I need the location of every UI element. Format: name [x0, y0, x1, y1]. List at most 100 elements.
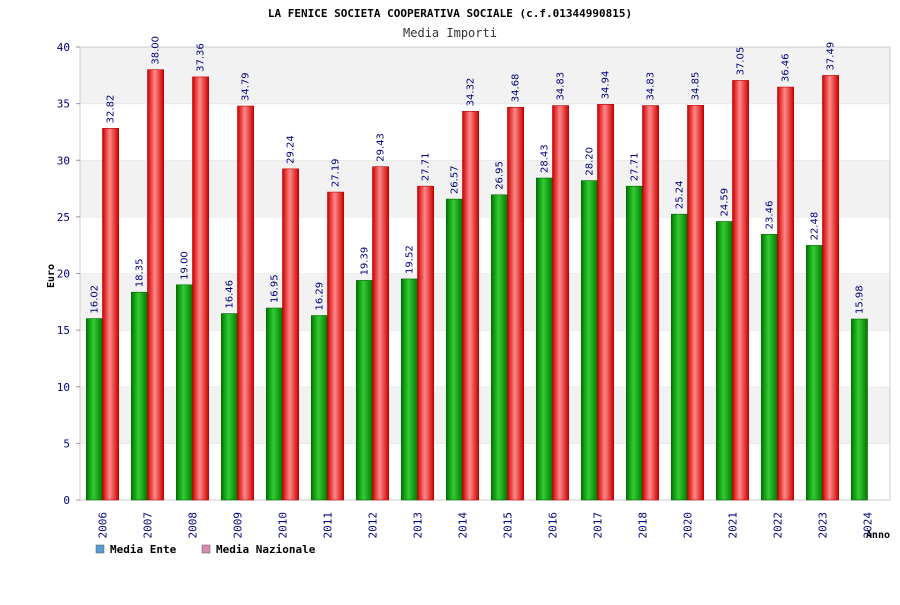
x-tick-label: 2006	[97, 512, 110, 539]
bar-data-label: 28.20	[584, 147, 595, 176]
bar-data-label: 37.49	[826, 42, 837, 71]
bar-data-label: 29.24	[286, 135, 297, 164]
bar-media-ente	[715, 221, 733, 501]
y-axis-label: Euro	[46, 264, 57, 288]
y-tick-label: 0	[63, 494, 70, 507]
legend: Media Ente Media Nazionale	[95, 543, 316, 556]
chart-subtitle: Media Importi	[403, 26, 497, 40]
grid-band	[80, 273, 890, 331]
grid-band	[80, 330, 890, 387]
bar-media-nazionale	[597, 104, 615, 501]
bar-data-label: 28.43	[539, 144, 550, 173]
x-tick-label: 2022	[772, 512, 785, 539]
bar-media-ente	[760, 234, 778, 501]
y-tick-label: 15	[57, 324, 70, 337]
bar-media-ente	[86, 318, 103, 501]
bar-data-label: 22.48	[809, 212, 820, 241]
x-tick-label: 2010	[277, 512, 290, 539]
bar-media-nazionale	[462, 111, 480, 501]
bar-data-label: 34.83	[556, 72, 567, 101]
x-tick-label: 2012	[367, 512, 380, 539]
y-tick-label: 35	[57, 98, 70, 111]
chart-title: LA FENICE SOCIETA COOPERATIVA SOCIALE (c…	[268, 7, 632, 20]
bar-media-ente	[310, 315, 328, 501]
bar-data-label: 27.71	[629, 153, 640, 182]
y-tick-label: 40	[57, 41, 70, 54]
x-tick-label: 2021	[727, 512, 740, 539]
bar-media-ente	[445, 198, 463, 501]
x-tick-label: 2013	[412, 512, 425, 539]
bar-media-nazionale	[282, 168, 300, 501]
bar-data-label: 19.00	[179, 251, 190, 280]
x-tick-label: 2018	[637, 512, 650, 539]
y-tick-label: 25	[57, 211, 70, 224]
bar-media-ente	[265, 307, 283, 501]
bar-data-label: 38.00	[151, 36, 162, 65]
x-tick-label: 2014	[457, 512, 470, 539]
bar-data-label: 16.02	[89, 285, 100, 314]
bar-data-label: 19.39	[359, 247, 370, 276]
bar-data-label: 23.46	[764, 201, 775, 230]
bar-media-ente	[490, 194, 508, 501]
bar-media-nazionale	[327, 191, 345, 501]
bar-data-label: 34.83	[646, 72, 657, 101]
x-tick-label: 2011	[322, 512, 335, 539]
bar-data-label: 15.98	[854, 285, 865, 314]
grid-band	[80, 386, 890, 444]
y-tick-label: 5	[63, 437, 70, 450]
bar-media-nazionale	[237, 105, 255, 501]
bar-media-ente	[131, 291, 148, 501]
bar-data-label: 24.59	[719, 188, 730, 217]
bar-media-ente	[176, 284, 193, 501]
bar-media-nazionale	[507, 106, 525, 501]
bar-data-label: 37.36	[196, 43, 207, 72]
grid-band	[80, 47, 890, 104]
bar-data-label: 19.52	[404, 245, 415, 274]
bar-data-label: 26.57	[449, 165, 460, 194]
bar-media-ente	[670, 213, 688, 501]
bar-data-label: 34.68	[511, 74, 522, 103]
bar-data-label: 18.35	[134, 259, 145, 288]
bar-media-nazionale	[642, 105, 660, 501]
bar-media-nazionale	[147, 69, 165, 501]
x-tick-label: 2009	[232, 512, 245, 539]
bar-data-label: 34.85	[691, 72, 702, 101]
x-tick-label: 2015	[502, 512, 515, 539]
y-tick-label: 20	[57, 268, 70, 281]
bar-media-ente	[805, 245, 823, 501]
grid-bands	[79, 46, 891, 501]
bar-media-nazionale	[192, 76, 210, 501]
bar-media-ente	[400, 278, 418, 501]
grid-band	[80, 443, 890, 500]
bar-data-label: 34.32	[466, 78, 477, 107]
x-tick-label: 2020	[682, 512, 695, 539]
bar-media-nazionale	[777, 86, 795, 501]
bar-media-ente	[355, 280, 373, 501]
bar-data-label: 25.24	[674, 181, 685, 210]
bar-data-label: 34.94	[601, 71, 612, 100]
x-tick-label: 2007	[142, 512, 155, 539]
x-axis: 2006 2007 2008 2009 2010 2011 2012 2013 2014 2015…	[97, 512, 875, 539]
bar-media-ente	[625, 185, 643, 501]
bar-media-ente	[850, 318, 868, 501]
legend-label: Media Nazionale	[216, 543, 316, 556]
x-tick-label: 2008	[187, 512, 200, 539]
bar-data-label: 34.79	[241, 72, 252, 101]
bar-data-label: 29.43	[376, 133, 387, 162]
bar-media-nazionale	[822, 75, 840, 501]
y-tick-label: 30	[57, 154, 70, 167]
x-tick-label: 2024	[862, 512, 875, 539]
grid-band	[80, 160, 890, 217]
bar-data-label: 32.82	[106, 95, 117, 124]
x-tick-label: 2016	[547, 512, 560, 539]
bar-data-label: 36.46	[781, 53, 792, 82]
bar-media-nazionale	[552, 105, 570, 501]
legend-swatch	[95, 544, 105, 554]
x-tick-label: 2023	[817, 512, 830, 539]
bar-data-label: 16.29	[314, 282, 325, 311]
bar-data-label: 27.19	[331, 158, 342, 187]
grid-band	[80, 103, 890, 161]
x-tick-label: 2017	[592, 512, 605, 539]
